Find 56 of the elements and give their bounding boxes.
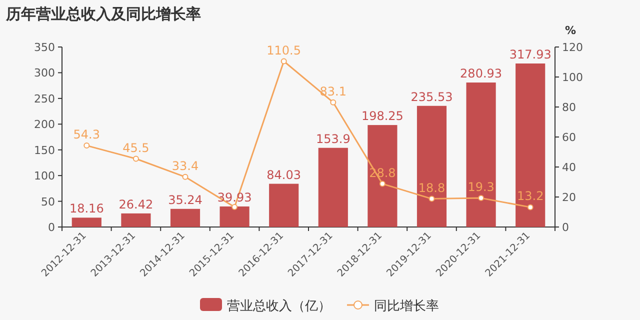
data-label: 235.53 — [410, 90, 453, 104]
data-label: 45.5 — [122, 140, 150, 155]
y-tick-label: 150 — [34, 144, 55, 157]
y-tick-label: 250 — [34, 92, 55, 106]
y2-tick-label: 100 — [562, 71, 583, 84]
bar — [170, 208, 200, 227]
data-label: 18.8 — [418, 180, 446, 195]
data-label: 110.5 — [266, 43, 302, 58]
bar — [72, 218, 102, 227]
y2-tick-label: 20 — [562, 191, 576, 204]
y2-tick-label: 80 — [562, 101, 576, 114]
point — [330, 99, 336, 106]
point — [232, 204, 238, 210]
data-label: 26.42 — [118, 197, 154, 212]
y-tick-label: 200 — [34, 118, 55, 132]
bar — [416, 106, 447, 227]
y-tick-label: 0 — [48, 221, 55, 234]
data-label: 33.4 — [172, 158, 199, 173]
data-label: 153.9 — [316, 132, 350, 146]
data-label: 18.16 — [69, 202, 104, 216]
point — [132, 156, 139, 162]
point — [379, 180, 386, 187]
data-label: 54.3 — [73, 128, 100, 142]
data-label: 198.25 — [361, 109, 404, 124]
y2-tick-label: 0 — [562, 221, 569, 234]
point — [84, 142, 90, 149]
point — [280, 58, 287, 64]
data-label: 84.03 — [266, 168, 302, 182]
bar — [516, 63, 546, 227]
point — [428, 196, 435, 202]
y2-tick-label: 40 — [562, 161, 576, 174]
chart-title: 历年营业总收入及同比增长率 — [5, 5, 201, 23]
bar — [220, 206, 250, 227]
data-label: 19.3 — [468, 180, 494, 194]
data-label: 35.24 — [168, 192, 202, 207]
y-tick-label: 50 — [41, 195, 55, 208]
y2-tick-label: 60 — [562, 131, 576, 144]
data-label: 280.93 — [460, 66, 502, 81]
bar — [368, 125, 398, 227]
data-label: 317.93 — [509, 47, 552, 62]
point — [527, 204, 534, 210]
bar — [121, 213, 151, 227]
point — [182, 174, 188, 180]
y2-tick-label: 120 — [562, 41, 583, 54]
data-label: 83.1 — [320, 84, 347, 98]
legend-label: 营业总收入（亿） — [227, 299, 331, 314]
bar — [466, 82, 496, 227]
bar — [269, 184, 299, 227]
y-tick-label: 100 — [34, 170, 55, 183]
bar — [318, 148, 348, 227]
data-label: 13.2 — [516, 189, 544, 204]
y-tick-label: 350 — [34, 41, 55, 54]
y2-axis-title: % — [565, 24, 576, 37]
point — [478, 195, 484, 202]
legend-label: 同比增长率 — [374, 298, 439, 314]
y-tick-label: 300 — [34, 66, 55, 80]
